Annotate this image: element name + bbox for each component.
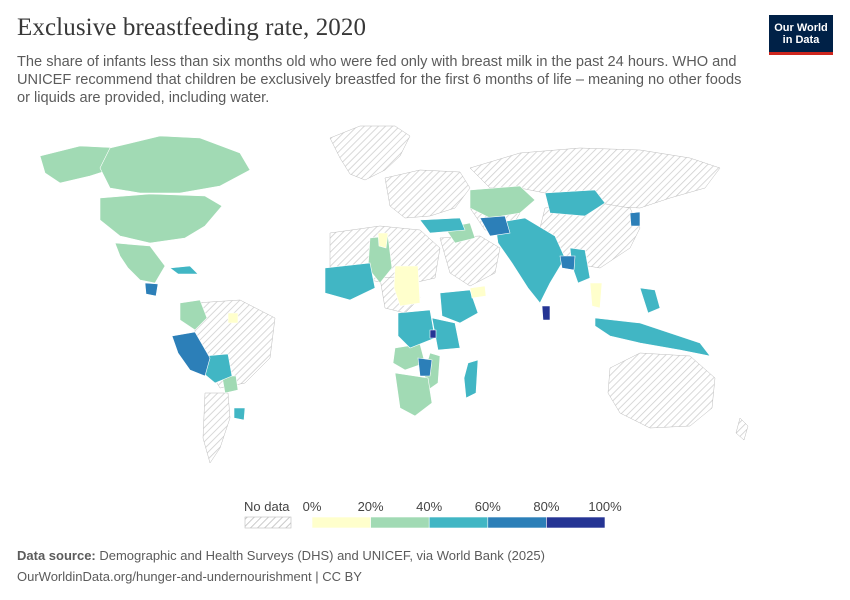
malawi-region (417, 357, 433, 377)
legend-bin-3 (428, 516, 489, 529)
drc-region (397, 309, 436, 349)
indonesia-region (594, 317, 711, 357)
legend-tick-label: 40% (416, 499, 442, 514)
cuba-region (169, 265, 199, 275)
guatemala-region (144, 282, 159, 297)
data-source: Data source: Demographic and Health Surv… (17, 548, 545, 563)
world-map[interactable] (0, 108, 850, 488)
chart-title: Exclusive breastfeeding rate, 2020 (17, 14, 367, 41)
ethiopia-region (439, 289, 479, 324)
legend-tick-label: 80% (533, 499, 559, 514)
legend-tick-label: 100% (588, 499, 622, 514)
nz-region (735, 417, 749, 441)
argentina-region (202, 392, 231, 464)
legend-bin-1 (311, 516, 371, 529)
legend-bin-4 (487, 516, 547, 529)
chart-subtitle: The share of infants less than six month… (17, 54, 742, 106)
legend-tick-label: 0% (303, 499, 322, 514)
north-korea-region (629, 211, 641, 227)
guyana-region (227, 312, 239, 324)
logo-line-2: in Data (782, 33, 820, 46)
rwanda-region (429, 329, 437, 339)
legend-bin-5 (546, 516, 606, 529)
legend-ticks: 0% 20% 40% 60% 80% 100% (303, 499, 622, 514)
mexico-region (114, 242, 166, 284)
europe-region (384, 169, 471, 219)
kazakhstan-region (469, 185, 536, 219)
afghanistan-region (479, 215, 511, 237)
bangladesh-region (559, 255, 576, 271)
legend-no-data-label: No data (244, 499, 290, 514)
peru-region (171, 331, 211, 377)
owid-logo[interactable]: Our World in Data (769, 15, 833, 55)
southern-africa-region (394, 372, 433, 417)
legend-no-data-swatch (244, 516, 292, 529)
uruguay-region (233, 407, 246, 421)
map-legend: No data 0% 20% 40% 60% 80% 100% (244, 499, 622, 529)
source-url[interactable]: OurWorldinData.org/hunger-and-undernouri… (17, 569, 362, 584)
data-source-label: Data source: (17, 548, 96, 563)
usa-region (99, 193, 223, 244)
tanzania-region (431, 317, 461, 351)
legend-bins (311, 516, 606, 529)
russia-region (469, 147, 721, 209)
algeria-small-region (377, 232, 389, 249)
thailand-region (589, 282, 603, 309)
australia-region (607, 352, 716, 429)
sri-lanka-region (541, 305, 551, 321)
data-source-text: Demographic and Health Surveys (DHS) and… (95, 548, 545, 563)
yemen-region (469, 285, 487, 299)
logo-line-1: Our World (774, 21, 828, 34)
legend-tick-label: 60% (475, 499, 501, 514)
legend-bin-2 (370, 516, 430, 529)
canada-region (99, 135, 251, 194)
turkey-region (419, 217, 466, 234)
madagascar-region (463, 359, 479, 399)
greenland-region (329, 125, 411, 181)
colombia-region (179, 299, 208, 331)
sudan-region (393, 265, 421, 307)
middle-east-region (439, 235, 501, 287)
philippines-region (639, 287, 661, 314)
mongolia-region (544, 189, 606, 217)
pakistan-india-region (494, 217, 566, 304)
mali-niger-region (324, 262, 376, 301)
legend-tick-label: 20% (358, 499, 384, 514)
